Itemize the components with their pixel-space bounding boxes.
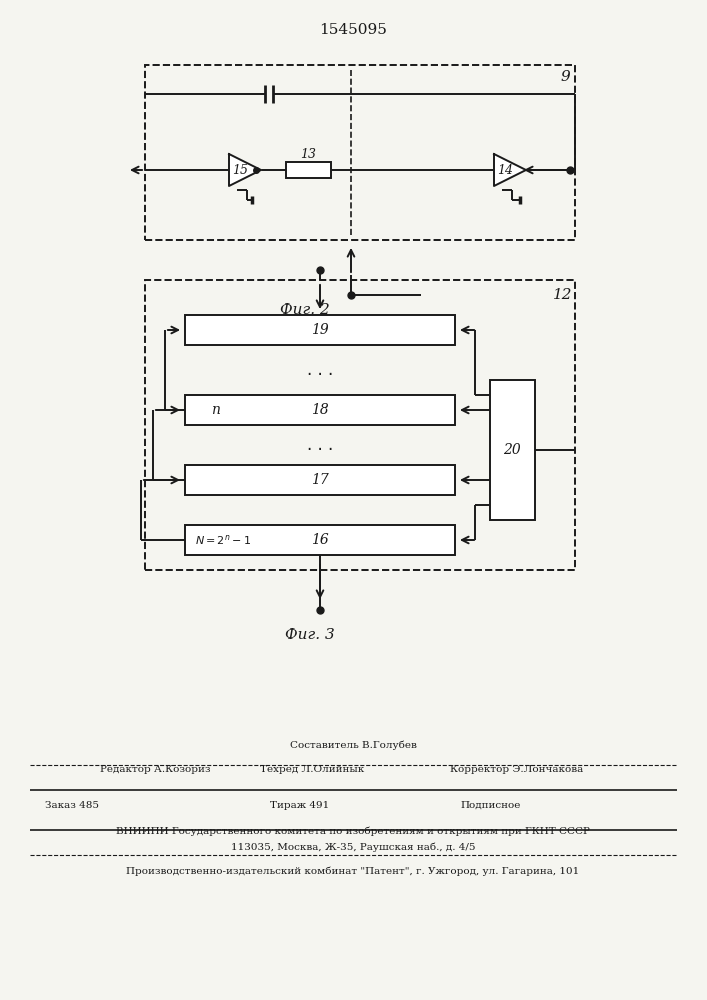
- Text: . . .: . . .: [307, 361, 333, 379]
- Text: 16: 16: [311, 533, 329, 547]
- Bar: [185, 315, 455, 345]
- Text: 113035, Москва, Ж-35, Раушская наб., д. 4/5: 113035, Москва, Ж-35, Раушская наб., д. …: [230, 843, 475, 852]
- Bar: [145, 65, 575, 240]
- Bar: [490, 380, 535, 520]
- Bar: [185, 525, 455, 555]
- Text: n: n: [211, 403, 219, 417]
- Bar: [185, 395, 455, 425]
- Text: . . .: . . .: [307, 436, 333, 454]
- Bar: [145, 280, 575, 570]
- Text: Техред Л.Олийнык: Техред Л.Олийнык: [260, 766, 364, 774]
- Text: 13: 13: [300, 147, 316, 160]
- Polygon shape: [494, 154, 526, 186]
- Text: Фиг. 2: Фиг. 2: [280, 303, 330, 317]
- Text: 17: 17: [311, 473, 329, 487]
- Text: 15: 15: [232, 163, 248, 176]
- Polygon shape: [229, 154, 261, 186]
- Text: 18: 18: [311, 403, 329, 417]
- Text: Составитель В.Голубев: Составитель В.Голубев: [290, 740, 416, 750]
- Text: Подписное: Подписное: [460, 800, 520, 810]
- Bar: [286, 162, 331, 178]
- Text: 20: 20: [503, 443, 521, 457]
- Text: $N=2^n-1$: $N=2^n-1$: [195, 533, 251, 547]
- Text: 14: 14: [497, 163, 513, 176]
- Text: Производственно-издательский комбинат "Патент", г. Ужгород, ул. Гагарина, 101: Производственно-издательский комбинат "П…: [127, 867, 580, 876]
- Text: Редактор А.Козориз: Редактор А.Козориз: [100, 766, 211, 774]
- Text: 12: 12: [554, 288, 573, 302]
- Bar: [185, 465, 455, 495]
- Text: Корректор Э.Лончакова: Корректор Э.Лончакова: [450, 766, 583, 774]
- Text: Фиг. 3: Фиг. 3: [285, 628, 335, 642]
- Text: 9: 9: [560, 70, 570, 84]
- Text: Тираж 491: Тираж 491: [270, 800, 329, 810]
- Text: 19: 19: [311, 323, 329, 337]
- Text: 1545095: 1545095: [319, 23, 387, 37]
- Text: Заказ 485: Заказ 485: [45, 800, 99, 810]
- Text: ВНИИПИ Государственного комитета по изобретениям и открытиям при ГКНТ СССР: ВНИИПИ Государственного комитета по изоб…: [116, 827, 590, 836]
